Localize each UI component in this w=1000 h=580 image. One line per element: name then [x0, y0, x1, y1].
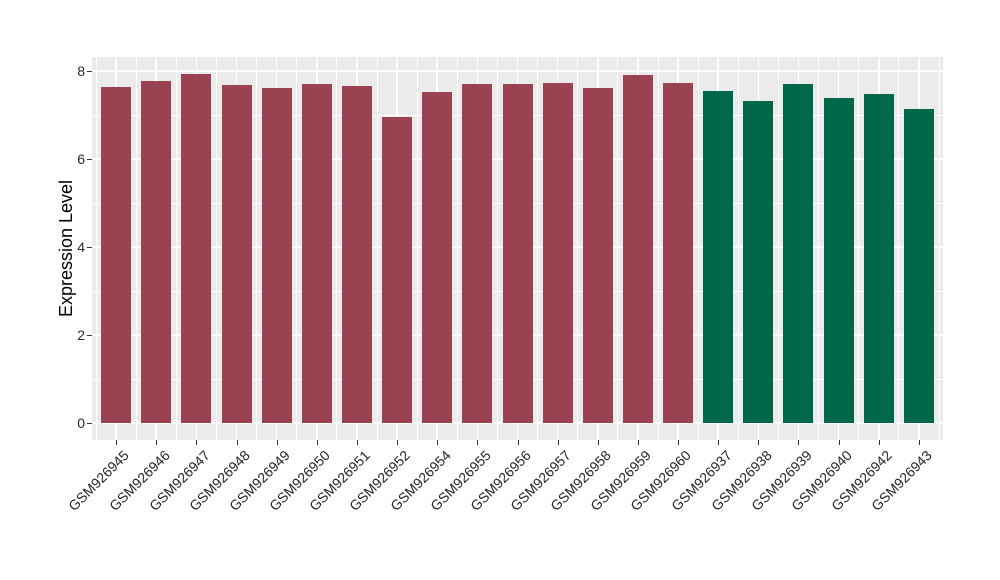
y-tick-label: 6 — [77, 151, 85, 167]
x-tick-mark — [678, 440, 680, 445]
x-tick-mark — [758, 440, 760, 445]
y-tick-mark — [87, 423, 92, 424]
x-tick-mark — [116, 440, 118, 445]
bar-GSM926938 — [743, 100, 774, 423]
minor-gridline-vertical — [737, 57, 739, 440]
bar-GSM926956 — [502, 83, 533, 423]
minor-gridline-vertical — [135, 57, 137, 440]
minor-gridline-vertical — [697, 57, 699, 440]
x-tick-mark — [276, 440, 278, 445]
y-tick-label: 4 — [77, 239, 85, 255]
minor-gridline-vertical — [416, 57, 418, 440]
y-tick-mark — [87, 159, 92, 160]
bar-GSM926954 — [422, 91, 453, 423]
minor-gridline-vertical — [256, 57, 257, 440]
x-tick-mark — [437, 440, 439, 445]
bar-GSM926955 — [462, 84, 493, 423]
x-tick-mark — [477, 440, 479, 445]
plot-panel — [92, 57, 943, 440]
bar-GSM926958 — [582, 88, 613, 423]
x-tick-mark — [838, 440, 840, 445]
bar-GSM926940 — [823, 97, 854, 423]
y-tick-mark — [87, 335, 92, 336]
x-tick-mark — [918, 440, 920, 445]
y-tick-mark — [87, 247, 92, 248]
minor-gridline-vertical — [938, 57, 940, 440]
x-tick-mark — [517, 440, 519, 445]
x-tick-mark — [557, 440, 559, 445]
x-tick-mark — [637, 440, 639, 445]
minor-gridline-vertical — [336, 57, 338, 440]
bar-GSM926943 — [903, 108, 934, 423]
bar-GSM926951 — [341, 85, 372, 423]
bar-GSM926950 — [301, 83, 332, 423]
y-tick-mark — [87, 71, 92, 72]
y-tick-label: 0 — [77, 415, 85, 431]
x-tick-mark — [397, 440, 399, 445]
minor-gridline-vertical — [216, 57, 217, 440]
x-tick-mark — [356, 440, 358, 445]
minor-gridline-vertical — [296, 57, 298, 440]
x-tick-mark — [316, 440, 318, 445]
x-tick-mark — [597, 440, 599, 445]
minor-gridline-vertical — [657, 57, 659, 440]
minor-gridline-vertical — [898, 57, 900, 440]
y-tick-label: 8 — [77, 63, 85, 79]
x-tick-mark — [878, 440, 880, 445]
minor-gridline-vertical — [778, 57, 779, 440]
bar-GSM926949 — [261, 88, 292, 423]
minor-gridline-vertical — [577, 57, 579, 440]
minor-gridline-vertical — [175, 57, 177, 440]
minor-gridline-vertical — [456, 57, 458, 440]
minor-gridline-vertical — [95, 57, 97, 440]
minor-gridline-vertical — [537, 57, 538, 440]
y-tick-label: 2 — [77, 327, 85, 343]
bar-GSM926937 — [703, 91, 734, 423]
x-tick-mark — [718, 440, 720, 445]
bar-GSM926939 — [783, 83, 814, 423]
bar-GSM926947 — [181, 74, 212, 423]
minor-gridline-vertical — [617, 57, 619, 440]
minor-gridline-vertical — [376, 57, 378, 440]
x-tick-mark — [236, 440, 238, 445]
bar-GSM926952 — [382, 117, 413, 423]
minor-gridline-vertical — [818, 57, 819, 440]
bar-GSM926945 — [101, 86, 132, 423]
x-tick-mark — [156, 440, 158, 445]
bar-GSM926959 — [622, 74, 653, 423]
minor-gridline-vertical — [858, 57, 860, 440]
bar-GSM926942 — [863, 94, 894, 423]
minor-gridline-vertical — [497, 57, 498, 440]
bar-GSM926946 — [141, 81, 172, 423]
x-tick-mark — [798, 440, 800, 445]
x-tick-mark — [196, 440, 198, 445]
bar-GSM926948 — [221, 84, 252, 423]
bar-GSM926957 — [542, 82, 573, 423]
bar-GSM926960 — [663, 83, 694, 423]
